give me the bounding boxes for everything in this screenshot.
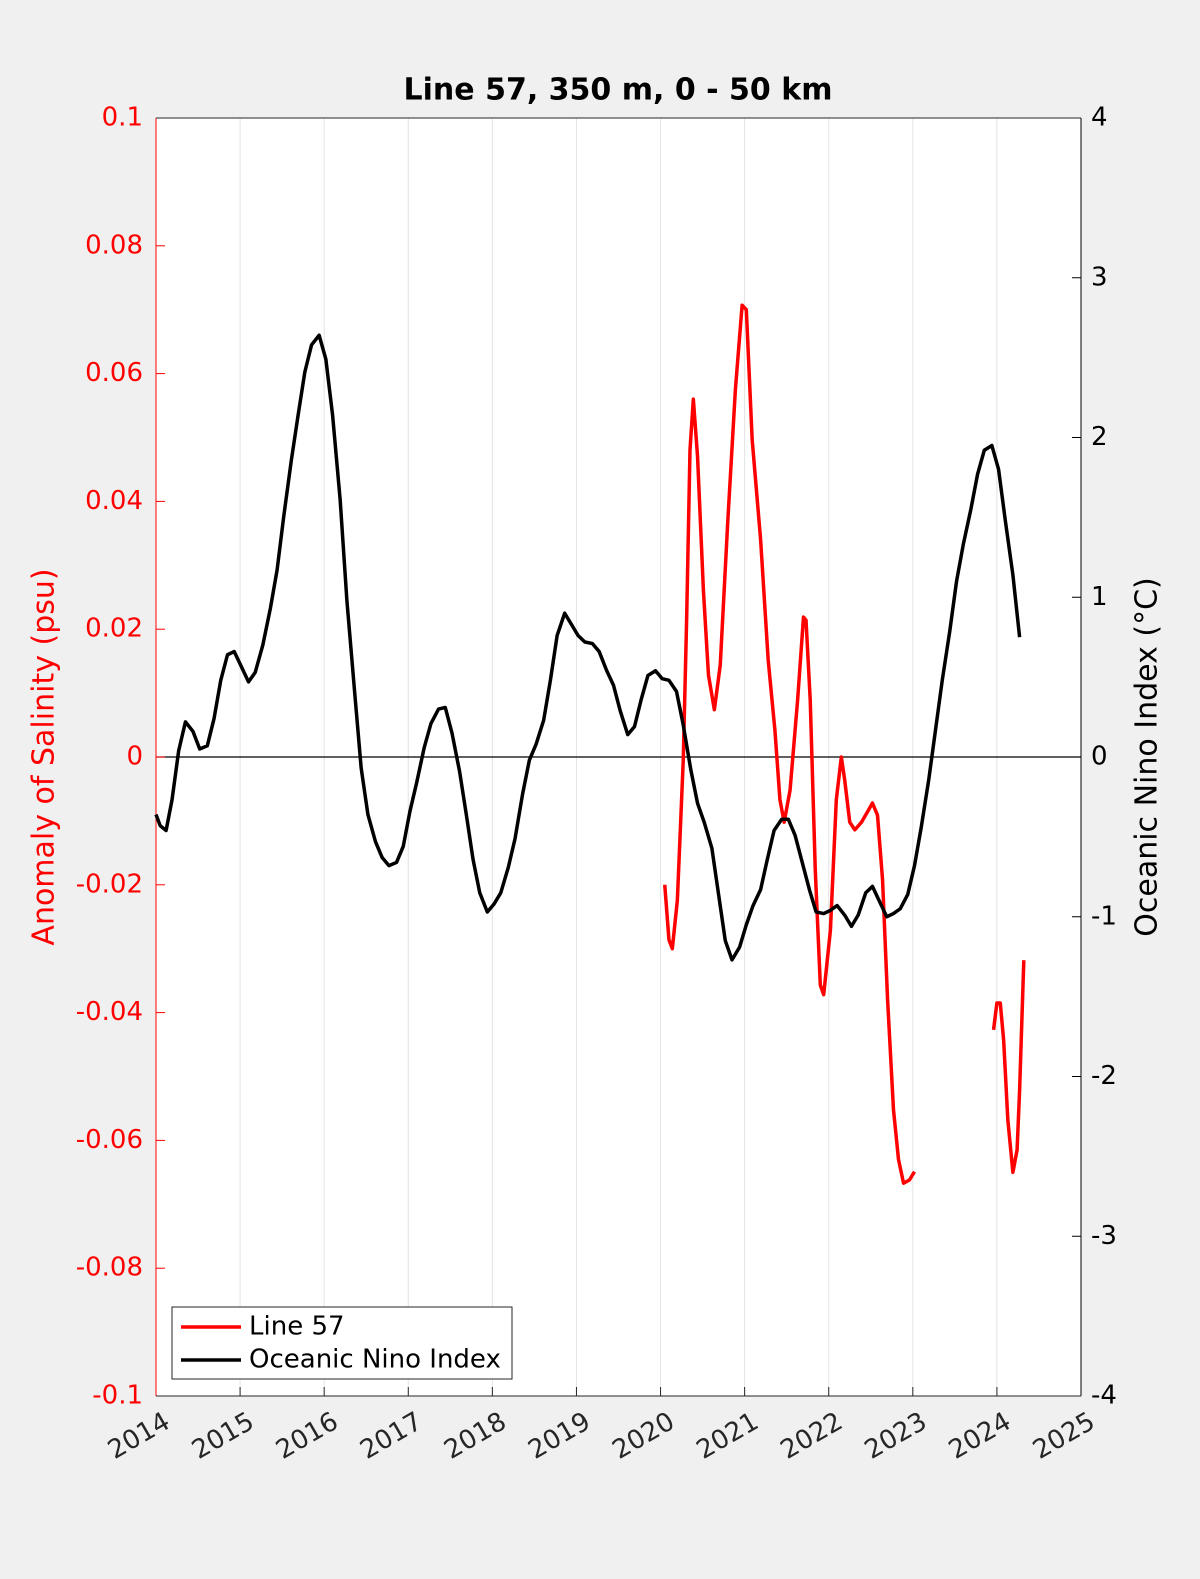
x-tick-label: 2022: [776, 1407, 848, 1466]
y2-tick-label: 3: [1091, 262, 1108, 292]
y2-tick-label: -3: [1091, 1221, 1117, 1251]
legend-box: [171, 1306, 513, 1380]
y-tick-label: -0.02: [76, 869, 143, 899]
x-tick-label: 2023: [860, 1407, 932, 1466]
y-axis-label: Anomaly of Salinity (psu): [27, 568, 62, 945]
y2-tick-label: 2: [1091, 422, 1108, 452]
line-series: [154, 333, 1022, 962]
y2-tick-label: -2: [1091, 1061, 1117, 1091]
y-tick-label: 0.1: [102, 103, 143, 133]
chart-title: Line 57, 350 m, 0 - 50 km: [404, 73, 833, 108]
y-tick-label: 0: [126, 742, 143, 772]
x-tick-label: 2015: [187, 1407, 259, 1466]
y2-tick-label: 4: [1091, 103, 1108, 133]
x-tick-label: 2018: [439, 1407, 511, 1466]
y-tick-label: -0.06: [76, 1125, 143, 1155]
y-tick-label: -0.08: [76, 1253, 143, 1283]
x-tick-label: 2024: [944, 1407, 1016, 1466]
y-tick-label: 0.02: [85, 614, 143, 644]
y2-tick-label: 1: [1091, 582, 1108, 612]
y2-tick-label: -4: [1091, 1381, 1117, 1411]
x-tick-label: 2014: [103, 1407, 175, 1466]
x-tick-label: 2020: [607, 1407, 679, 1466]
y-tick-label: 0.08: [85, 230, 143, 260]
line-series: [663, 303, 916, 1185]
x-tick-label: 2021: [692, 1407, 764, 1466]
x-tick-label: 2019: [523, 1407, 595, 1466]
y2-tick-label: -1: [1091, 901, 1117, 931]
line-series: [991, 960, 1026, 1175]
y2-axis-label: Oceanic Nino Index (°C): [1130, 577, 1165, 937]
y-tick-label: 0.06: [85, 358, 143, 388]
legend-label: Line 57: [249, 1312, 345, 1342]
y-tick-label: -0.04: [76, 997, 143, 1027]
x-tick-label: 2016: [271, 1407, 343, 1466]
y2-tick-label: 0: [1091, 742, 1108, 772]
y-tick-label: -0.1: [92, 1381, 143, 1411]
x-tick-label: 2017: [355, 1407, 427, 1466]
x-tick-label: 2025: [1028, 1407, 1100, 1466]
y-tick-label: 0.04: [85, 486, 143, 516]
legend-label: Oceanic Nino Index: [249, 1345, 501, 1375]
